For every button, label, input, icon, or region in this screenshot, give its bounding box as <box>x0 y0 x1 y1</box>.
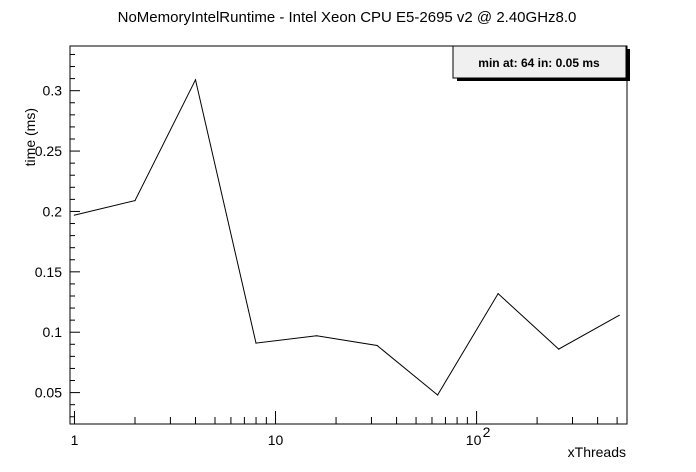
annotation-box: min at: 64 in: 0.05 ms <box>452 45 630 81</box>
data-point <box>255 342 257 344</box>
y-tick-label: 0.15 <box>35 264 62 280</box>
annotation-box-frame <box>452 45 627 79</box>
y-axis-label: time (ms) <box>22 108 38 166</box>
data-point <box>315 335 318 337</box>
series-line <box>74 78 620 396</box>
x-axis-label: xThreads <box>568 444 626 460</box>
x-tick-label: 10 <box>466 432 482 448</box>
x-tick-label: 1 <box>71 432 79 448</box>
y-tick-label: 0.1 <box>43 324 63 340</box>
data-point <box>376 344 378 347</box>
data-point <box>618 314 620 316</box>
x-tick-exponent: 2 <box>483 424 491 440</box>
data-point <box>497 292 499 295</box>
series-group <box>73 78 620 396</box>
y-tick-label: 0.25 <box>35 143 62 159</box>
x-tick-label: 10 <box>268 432 284 448</box>
data-point <box>73 214 76 216</box>
data-point <box>194 79 197 81</box>
annotation-text: min at: 64 in: 0.05 ms <box>478 56 600 70</box>
y-tick-label: 0.2 <box>43 203 63 219</box>
data-point <box>134 199 136 202</box>
data-point <box>558 348 560 350</box>
plot-frame <box>69 45 628 425</box>
y-tick-label: 0.05 <box>35 385 62 401</box>
data-point <box>437 394 439 396</box>
chart-title: NoMemoryIntelRuntime - Intel Xeon CPU E5… <box>118 9 577 26</box>
y-tick-label: 0.3 <box>43 83 63 99</box>
y-axis: 0.05 0.1 0.15 0.2 0.25 0.3 <box>35 53 80 418</box>
x-axis: 1 10 10 2 <box>71 411 618 448</box>
